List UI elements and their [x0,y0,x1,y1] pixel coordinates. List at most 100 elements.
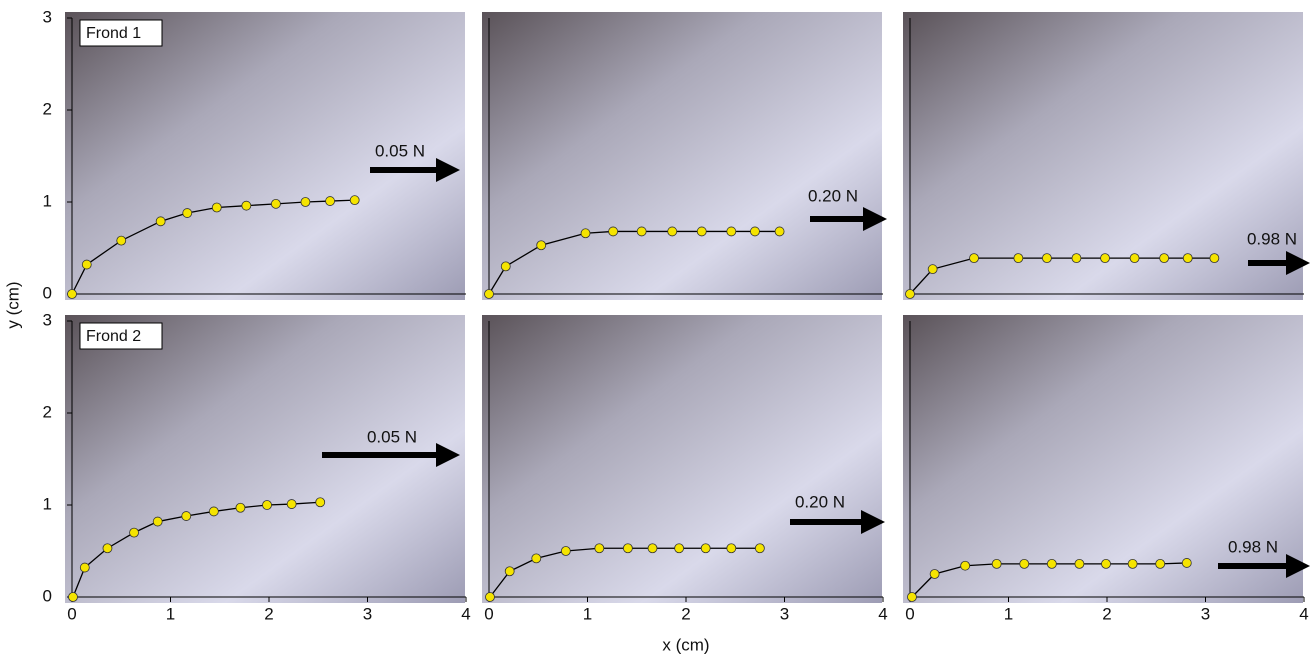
panel-label-box [79,322,163,350]
x-tick-label: 1 [1004,604,1013,623]
force-annotation: 0.20 N [795,492,845,511]
panel-background [65,315,465,603]
data-point [81,259,92,270]
x-tick-label: 2 [1102,604,1111,623]
data-point [636,226,647,237]
data-point [1042,253,1052,264]
data-point [536,240,547,251]
panel-label: Frond 2 [86,328,141,345]
data-point [504,566,515,577]
y-tick-label: 2 [43,402,52,421]
data-point [300,197,311,207]
force-annotation: 0.98 N [1247,229,1297,248]
data-point [235,502,246,513]
data-point [1019,558,1030,569]
data-point [129,527,139,538]
panel-background [482,315,882,603]
data-point [1101,558,1111,569]
data-point [211,202,222,213]
x-tick-label: 0 [484,604,493,623]
x-axis-label: x (cm) [662,635,709,654]
x-tick-label: 3 [780,604,789,623]
data-point [181,511,192,521]
data-point [927,264,938,275]
data-point [484,289,494,299]
data-point [1159,253,1170,264]
data-point [286,499,297,509]
data-point [580,228,591,239]
data-point [102,543,113,554]
data-point [152,516,163,527]
data-point [79,562,90,573]
data-point [647,543,658,554]
x-tick-label: 1 [166,604,175,623]
data-point [907,592,917,602]
data-point [531,553,542,564]
data-point [485,592,495,602]
x-tick-label: 4 [1299,604,1308,623]
data-point [1155,558,1166,569]
data-point [991,558,1002,569]
panel-label: Frond 1 [86,25,141,42]
data-point [905,289,915,299]
data-point [67,289,77,299]
data-point [726,543,737,554]
y-tick-label: 3 [43,310,52,329]
data-point [726,226,737,237]
y-tick-label: 1 [43,494,52,513]
x-tick-label: 4 [878,604,887,623]
data-point [608,226,619,237]
force-annotation: 0.05 N [375,141,425,160]
data-point [754,543,765,554]
y-tick-label: 0 [43,283,52,302]
data-point [1181,558,1192,568]
data-point [929,569,940,579]
data-point [500,261,511,272]
data-point [700,543,711,554]
data-point [560,546,571,556]
x-tick-label: 2 [264,604,273,623]
y-tick-label: 3 [43,7,52,26]
x-tick-label: 2 [681,604,690,623]
data-point [1074,558,1085,569]
panel-background [903,12,1303,300]
x-tick-label: 4 [461,604,470,623]
data-point [1046,558,1057,569]
y-axis-label: y (cm) [3,281,22,328]
data-point [262,500,272,510]
x-tick-label: 3 [363,604,372,623]
data-point [315,497,326,508]
panel-label-box [79,19,163,47]
force-annotation: 0.98 N [1228,537,1278,556]
data-point [594,543,605,554]
data-point [116,235,127,246]
y-tick-label: 2 [43,99,52,118]
force-annotation: 0.20 N [808,186,858,205]
panel-background [65,12,465,300]
data-point [750,226,760,237]
data-point [1127,558,1138,569]
data-point [349,195,360,206]
data-point [325,196,335,206]
x-tick-label: 3 [1201,604,1210,623]
data-point [1071,253,1082,264]
force-annotation: 0.05 N [367,427,417,446]
data-point [270,198,281,209]
data-point [155,216,166,227]
y-tick-label: 0 [43,586,52,605]
panel-background [903,315,1303,603]
data-point [1182,253,1193,264]
data-point [208,506,219,517]
data-point [674,543,685,554]
data-point [182,208,193,218]
panel-background [482,12,882,300]
data-point [667,226,678,237]
x-tick-label: 1 [583,604,592,623]
data-point [622,543,633,554]
data-point [1209,253,1220,264]
data-point [241,200,252,211]
data-point [696,226,707,237]
data-point [1013,253,1024,264]
x-tick-label: 0 [67,604,76,623]
